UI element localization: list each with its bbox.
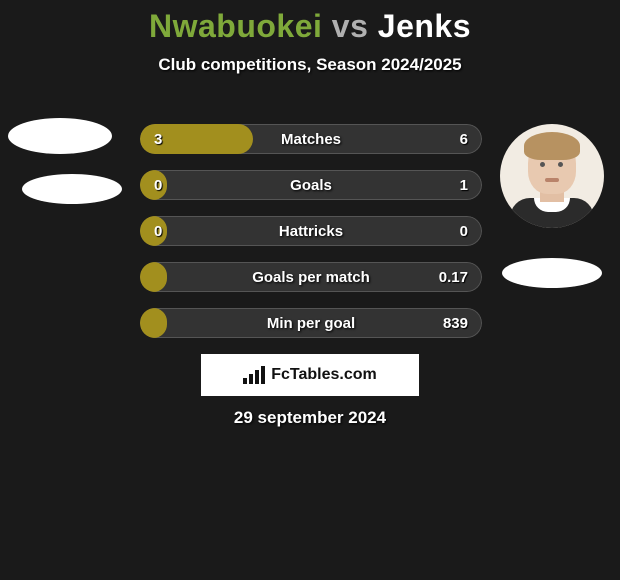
comparison-card: Nwabuokei vs Jenks Club competitions, Se… bbox=[0, 0, 620, 580]
player1-avatar-placeholder bbox=[8, 118, 112, 154]
stat-label: Goals per match bbox=[140, 262, 482, 292]
avatar-eye-right bbox=[558, 162, 563, 167]
brand-bar bbox=[261, 366, 265, 384]
subtitle: Club competitions, Season 2024/2025 bbox=[0, 55, 620, 75]
vs-text: vs bbox=[332, 8, 369, 44]
stat-row: 839Min per goal bbox=[140, 308, 482, 338]
stat-row: 36Matches bbox=[140, 124, 482, 154]
brand-bar bbox=[255, 370, 259, 384]
player1-name: Nwabuokei bbox=[149, 8, 322, 44]
stat-row: 0.17Goals per match bbox=[140, 262, 482, 292]
player1-club-placeholder bbox=[22, 174, 122, 204]
page-title: Nwabuokei vs Jenks bbox=[0, 0, 620, 45]
stat-label: Matches bbox=[140, 124, 482, 154]
avatar-mouth bbox=[545, 178, 559, 182]
stat-row: 00Hattricks bbox=[140, 216, 482, 246]
stat-label: Goals bbox=[140, 170, 482, 200]
stat-label: Hattricks bbox=[140, 216, 482, 246]
avatar-eye-left bbox=[540, 162, 545, 167]
stat-label: Min per goal bbox=[140, 308, 482, 338]
avatar-hair bbox=[524, 132, 580, 160]
brand-text: FcTables.com bbox=[271, 366, 377, 384]
stat-row: 01Goals bbox=[140, 170, 482, 200]
brand-bar bbox=[243, 378, 247, 384]
player2-avatar bbox=[500, 124, 604, 228]
player2-name: Jenks bbox=[378, 8, 471, 44]
brand-bar bbox=[249, 374, 253, 384]
stats-bars: 36Matches 01Goals 00Hattricks 0.17Goals per… bbox=[140, 124, 482, 354]
brand-box: FcTables.com bbox=[201, 354, 419, 396]
player2-club-placeholder bbox=[502, 258, 602, 288]
brand-chart-icon bbox=[243, 366, 265, 384]
player2-avatar-area bbox=[500, 118, 612, 318]
player1-avatar-area bbox=[8, 118, 128, 318]
date-text: 29 september 2024 bbox=[0, 408, 620, 428]
